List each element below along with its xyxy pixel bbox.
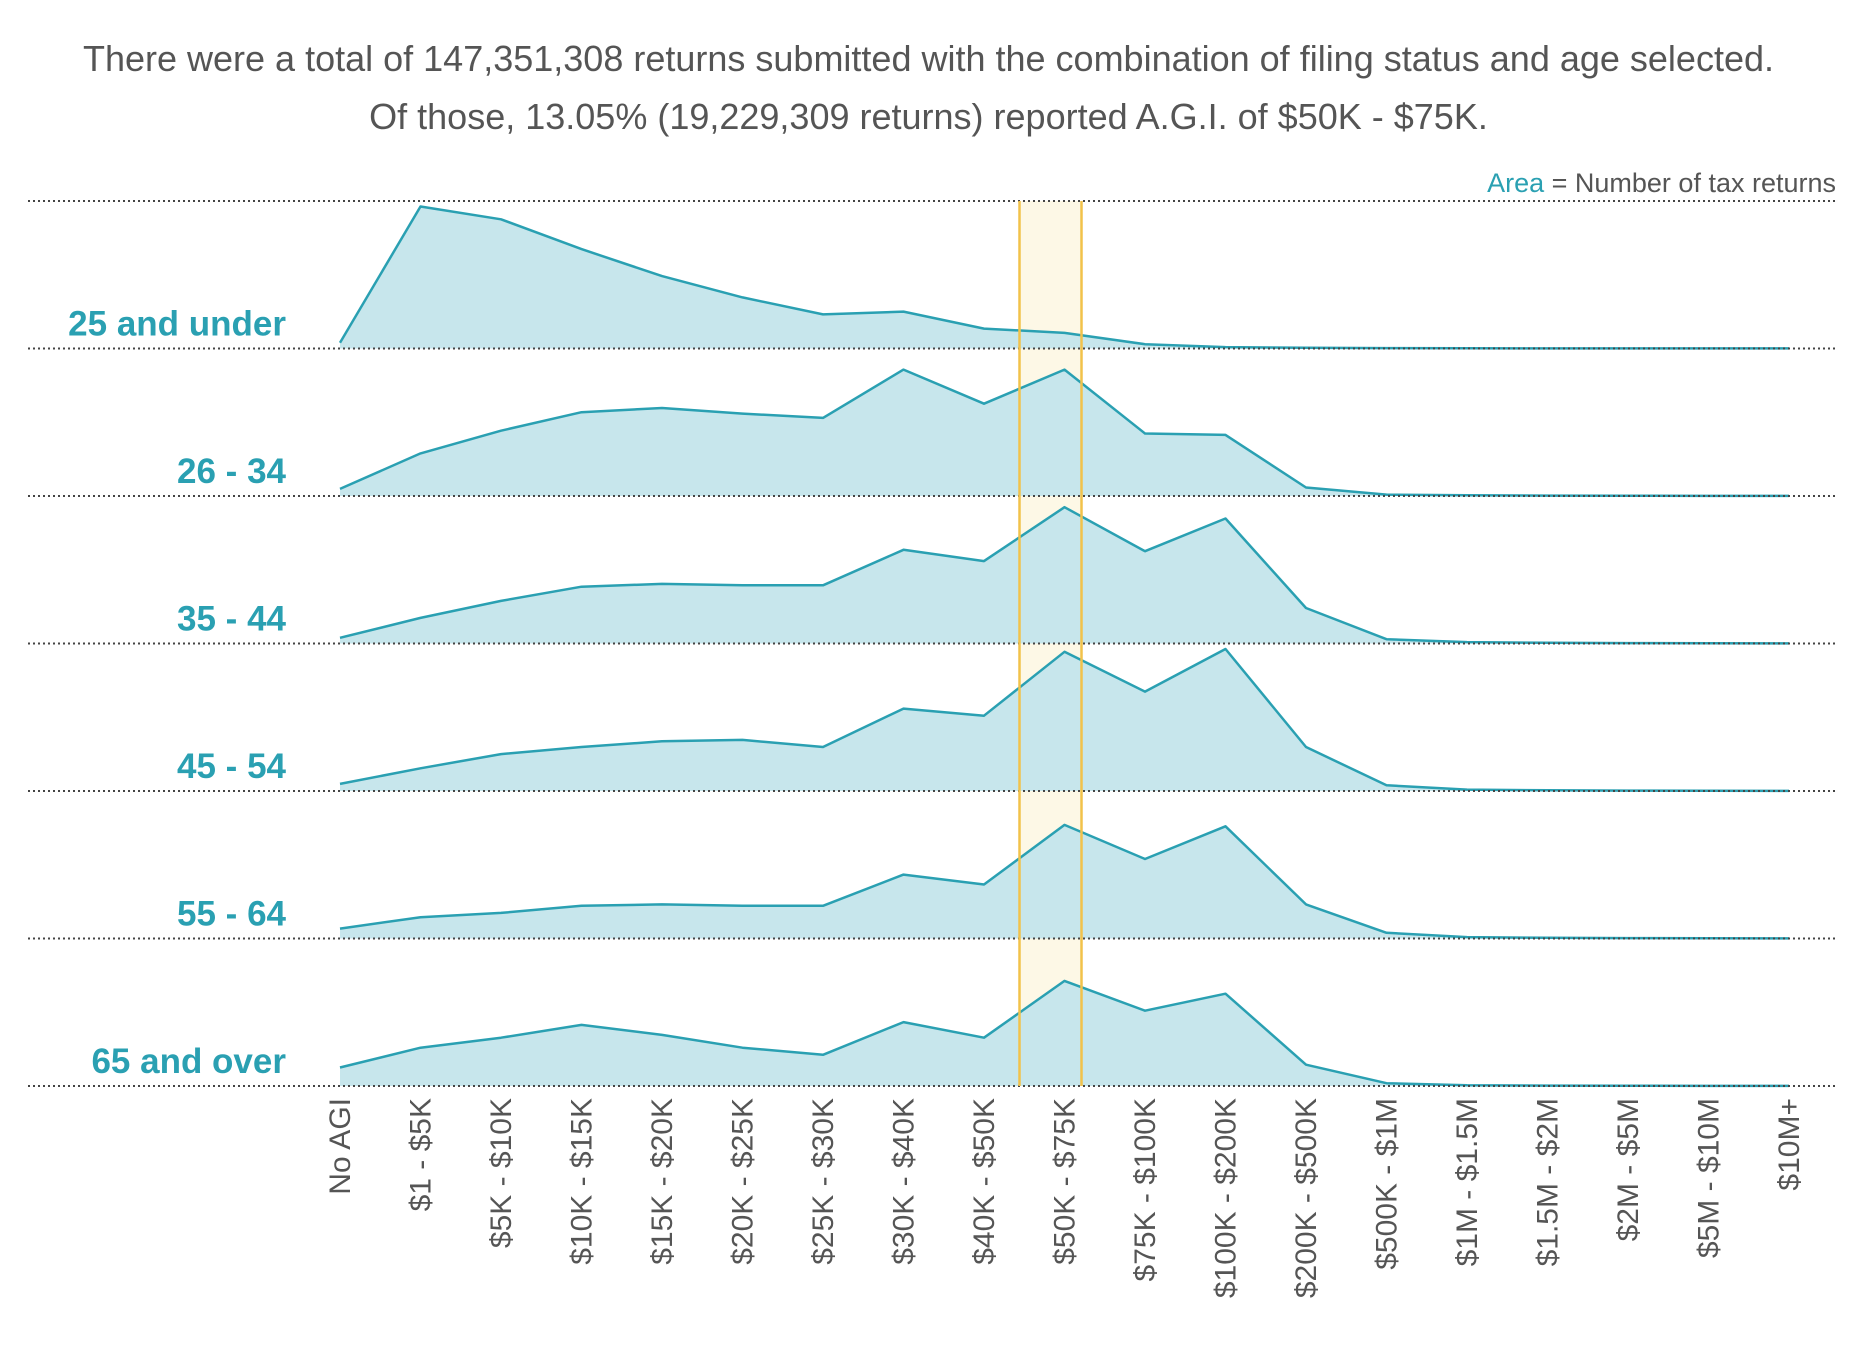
row-label: 45 - 54 — [177, 747, 286, 786]
row-5: 55 - 64 — [28, 823, 1836, 940]
row-3: 35 - 44 — [28, 505, 1836, 645]
chart-header: There were a total of 147,351,308 return… — [0, 30, 1857, 146]
row-label: 25 and under — [68, 305, 286, 344]
row-4: 45 - 54 — [28, 647, 1836, 793]
x-tick-label: $25K - $30K — [807, 1098, 840, 1265]
area-fill — [340, 507, 1789, 644]
row-label: 65 and over — [91, 1042, 286, 1081]
x-tick-label: $20K - $25K — [727, 1098, 760, 1265]
header-line-2: Of those, 13.05% (19,229,309 returns) re… — [369, 96, 1488, 137]
x-tick-label: $5M - $10M — [1693, 1098, 1726, 1258]
x-tick-label: $15K - $20K — [646, 1098, 679, 1265]
x-tick-label: $40K - $50K — [968, 1098, 1001, 1265]
area-fill — [340, 649, 1789, 791]
legend-label: Area = Number of tax returns — [1487, 168, 1836, 198]
x-tick-label: $1 - $5K — [405, 1098, 438, 1211]
row-2: 26 - 34 — [28, 368, 1836, 498]
x-tick-label: $1M - $1.5M — [1451, 1098, 1484, 1266]
row-label: 26 - 34 — [177, 452, 286, 491]
x-tick-label: $50K - $75K — [1049, 1098, 1082, 1265]
area-fill — [340, 824, 1789, 939]
legend: Area = Number of tax returns — [1487, 168, 1836, 198]
legend-key: Area — [1487, 168, 1545, 198]
x-tick-label: $30K - $40K — [888, 1098, 921, 1265]
row-label: 35 - 44 — [177, 600, 286, 639]
x-tick-label: $500K - $1M — [1371, 1098, 1404, 1270]
highlight-edges — [1018, 201, 1083, 1086]
area-fill — [340, 206, 1789, 349]
x-tick-label: $2M - $5M — [1612, 1098, 1645, 1241]
x-tick-label: $10K - $15K — [566, 1098, 599, 1265]
row-6: 65 and over — [28, 979, 1836, 1088]
area-fill — [340, 980, 1789, 1086]
header-line-1: There were a total of 147,351,308 return… — [82, 38, 1774, 79]
x-axis: No AGI $1 - $5K $5K - $10K $10K - $15K $15K … — [324, 1098, 1806, 1298]
row-label: 55 - 64 — [177, 895, 286, 934]
chart-rows: 25 and under 26 - 34 35 - 44 45 - 54 55 - 64… — [28, 200, 1836, 1088]
x-tick-label: $200K - $500K — [1290, 1098, 1323, 1298]
row-1: 25 and under — [28, 205, 1836, 350]
x-tick-label: No AGI — [324, 1098, 357, 1195]
x-tick-label: $75K - $100K — [1129, 1098, 1162, 1281]
x-tick-label: $1.5M - $2M — [1532, 1098, 1565, 1266]
x-tick-label: $10M+ — [1773, 1098, 1806, 1191]
x-tick-label: $100K - $200K — [1210, 1098, 1243, 1298]
area-fill — [340, 369, 1789, 496]
legend-description: = Number of tax returns — [1544, 168, 1836, 198]
x-tick-label: $5K - $10K — [485, 1098, 518, 1248]
